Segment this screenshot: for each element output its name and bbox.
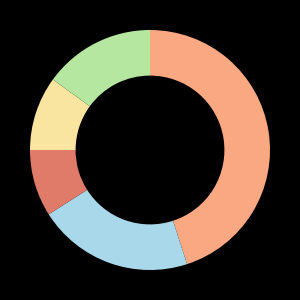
Wedge shape xyxy=(30,80,90,150)
Wedge shape xyxy=(150,30,270,264)
Wedge shape xyxy=(53,30,150,106)
Wedge shape xyxy=(49,190,187,270)
Wedge shape xyxy=(30,150,87,214)
